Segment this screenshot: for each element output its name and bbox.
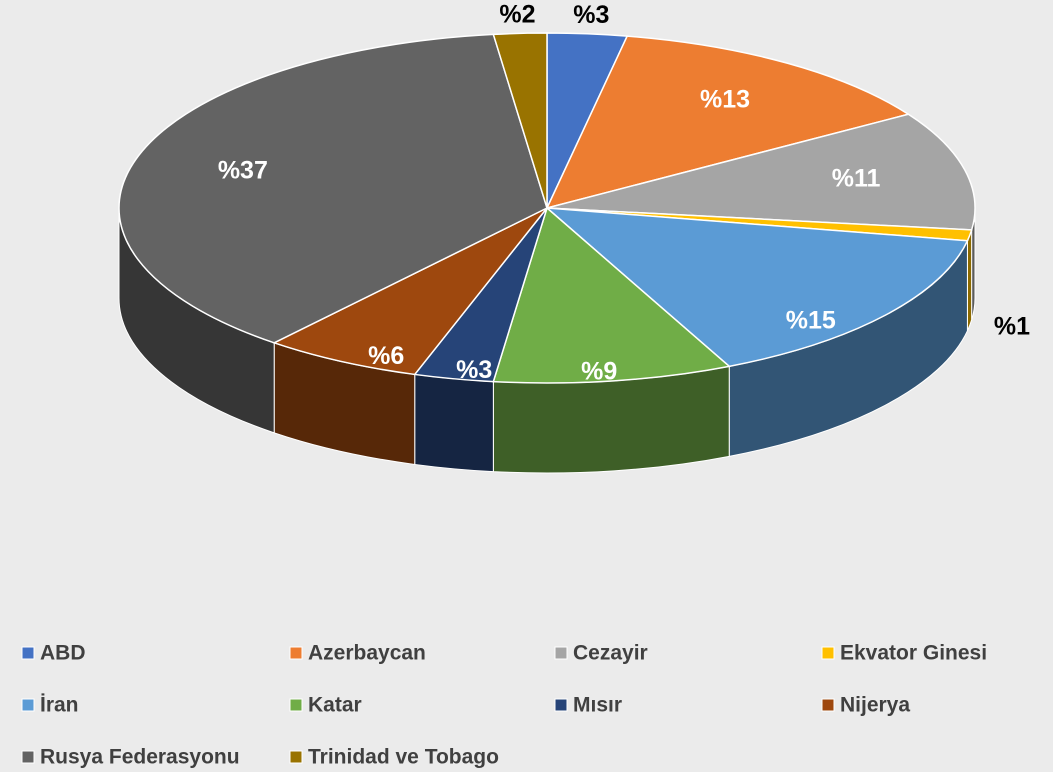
legend-item: ABD [21, 642, 86, 665]
legend-label: Rusya Federasyonu [40, 746, 240, 769]
legend-item: Mısır [554, 694, 622, 717]
legend-label: Ekvator Ginesi [840, 642, 987, 665]
slice [118, 33, 548, 344]
legend-item: Cezayir [554, 642, 648, 665]
data-label: %9 [581, 357, 617, 385]
slice [272, 207, 548, 376]
legend-swatch [821, 698, 835, 712]
legend-swatch [554, 646, 568, 660]
data-label: %15 [786, 306, 836, 334]
legend-label: Azerbaycan [308, 642, 426, 665]
legend-swatch [289, 750, 303, 764]
legend-item: Azerbaycan [289, 642, 426, 665]
data-label: %37 [218, 156, 268, 184]
slice [546, 113, 976, 231]
data-label: %6 [368, 342, 404, 370]
legend-label: Trinidad ve Tobago [308, 746, 499, 769]
slice [544, 207, 969, 368]
legend-item: Katar [289, 694, 362, 717]
data-label: %13 [700, 86, 750, 114]
legend-swatch [21, 698, 35, 712]
legend-label: Katar [308, 694, 362, 717]
data-label: %11 [832, 164, 881, 192]
legend-swatch [21, 750, 35, 764]
slice-side [966, 229, 973, 332]
data-label: %3 [573, 1, 609, 29]
legend-swatch [21, 646, 35, 660]
legend-label: ABD [40, 642, 86, 665]
legend-item: Rusya Federasyonu [21, 746, 240, 769]
data-label: %1 [994, 313, 1030, 341]
legend-swatch [289, 698, 303, 712]
legend-label: İran [40, 694, 79, 717]
slice-side [414, 373, 494, 473]
data-label: %2 [499, 0, 535, 28]
legend-item: Ekvator Ginesi [821, 642, 987, 665]
slice [492, 32, 548, 209]
legend-swatch [821, 646, 835, 660]
data-label: %3 [456, 356, 492, 384]
legend-item: Trinidad ve Tobago [289, 746, 499, 769]
slice [492, 206, 731, 384]
legend-swatch [289, 646, 303, 660]
legend-label: Nijerya [840, 694, 910, 717]
legend-label: Cezayir [573, 642, 648, 665]
legend-item: Nijerya [821, 694, 910, 717]
legend-swatch [554, 698, 568, 712]
legend-label: Mısır [573, 694, 622, 717]
slice [545, 35, 911, 210]
legend-item: İran [21, 694, 79, 717]
